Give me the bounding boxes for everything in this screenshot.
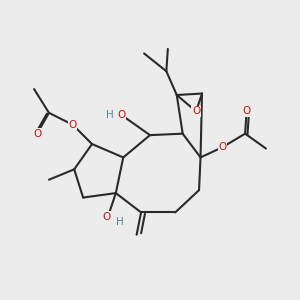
Text: O: O: [33, 129, 41, 139]
Text: O: O: [219, 142, 227, 152]
Text: O: O: [118, 110, 126, 120]
Text: H: H: [116, 217, 124, 227]
Text: O: O: [242, 106, 251, 116]
Text: O: O: [192, 106, 200, 116]
Text: H: H: [106, 110, 114, 120]
Text: O: O: [69, 120, 77, 130]
Text: O: O: [103, 212, 111, 222]
